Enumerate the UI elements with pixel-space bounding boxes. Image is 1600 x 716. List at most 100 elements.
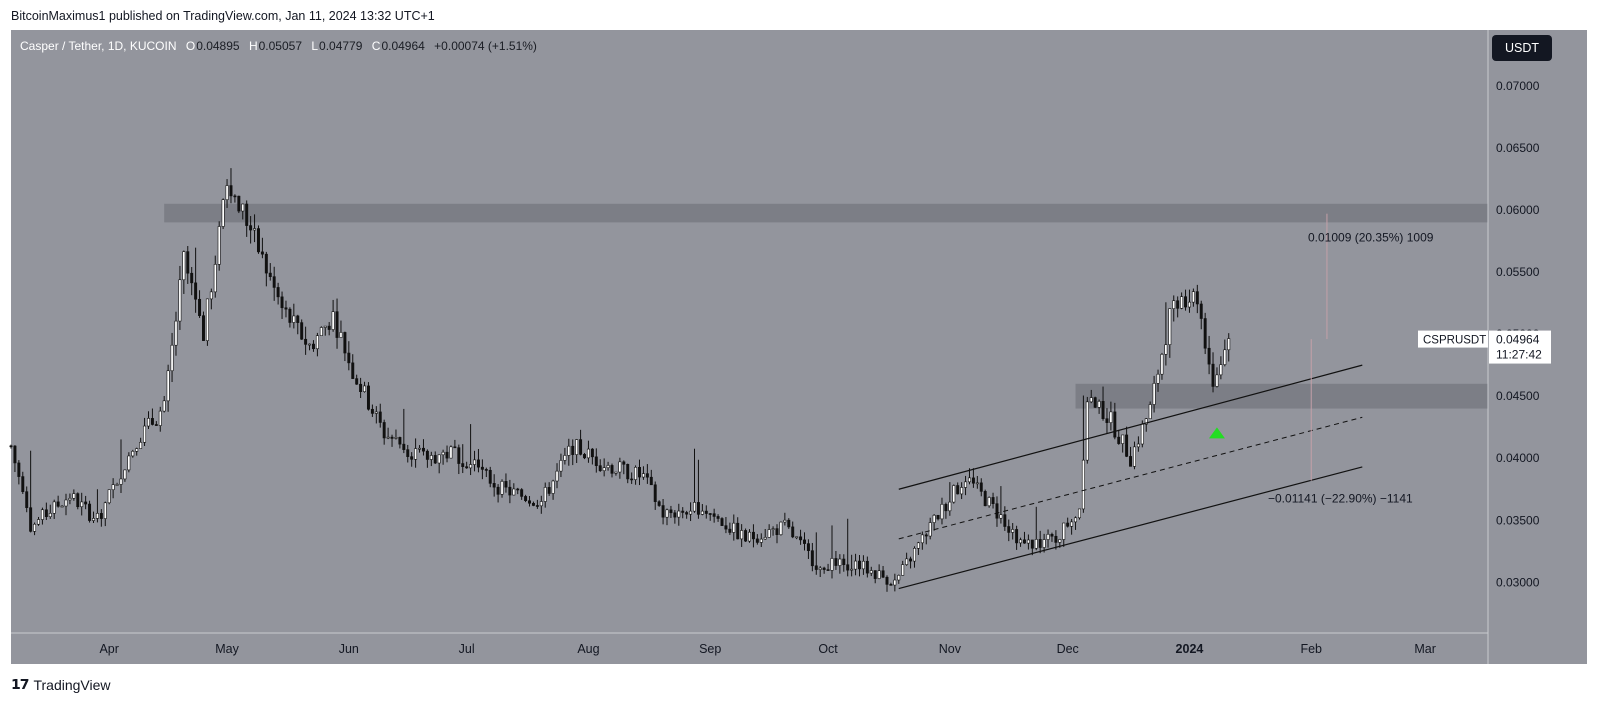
candle-body bbox=[504, 481, 508, 488]
labels-layer: 0.01009 (20.35%) 1009 −0.01141 (−22.90%) … bbox=[1268, 231, 1551, 506]
x-tick-label: Sep bbox=[699, 642, 721, 656]
candle-body bbox=[359, 383, 363, 392]
candle-body bbox=[665, 509, 669, 518]
candle-body bbox=[567, 445, 571, 456]
candle-body bbox=[869, 570, 873, 574]
candle-body bbox=[88, 503, 92, 521]
candle-body bbox=[233, 195, 237, 198]
x-tick-label: 2024 bbox=[1176, 642, 1204, 656]
chart-area[interactable] bbox=[11, 30, 1587, 664]
candle-body bbox=[33, 523, 37, 532]
candle-body bbox=[1030, 539, 1034, 549]
candle-body bbox=[704, 510, 708, 514]
candle-body bbox=[669, 509, 673, 514]
candle-body bbox=[700, 510, 704, 515]
candle-body bbox=[1015, 529, 1019, 544]
candle-body bbox=[1019, 539, 1023, 544]
candle-body bbox=[1215, 374, 1219, 387]
candle-body bbox=[716, 516, 720, 519]
candle-body bbox=[394, 437, 398, 439]
candle-body bbox=[1093, 397, 1097, 408]
candle-body bbox=[288, 308, 292, 323]
candle-body bbox=[952, 485, 956, 503]
candle-body bbox=[1176, 300, 1180, 309]
candle-body bbox=[17, 462, 21, 477]
candle-body bbox=[115, 484, 119, 486]
candle-body bbox=[1097, 401, 1101, 408]
tradingview-logo[interactable]: 𝟭𝟳 TradingView bbox=[11, 676, 111, 693]
candle-body bbox=[1101, 401, 1105, 419]
legend-close: 0.04964 bbox=[381, 39, 425, 53]
candle-body bbox=[190, 272, 194, 284]
candle-body bbox=[681, 510, 685, 513]
candle-body bbox=[736, 522, 740, 540]
candle-body bbox=[496, 486, 500, 495]
candle-body bbox=[928, 522, 932, 537]
candle-body bbox=[308, 343, 312, 346]
candle-body bbox=[382, 422, 386, 439]
candle-body bbox=[437, 454, 441, 464]
candle-body bbox=[1022, 539, 1026, 544]
candle-body bbox=[111, 484, 115, 491]
legend-open-label: O bbox=[185, 39, 196, 53]
candle-body bbox=[865, 560, 869, 574]
candle-body bbox=[347, 352, 351, 364]
candle-body bbox=[638, 466, 641, 478]
candle-body bbox=[960, 487, 964, 495]
candle-body bbox=[535, 505, 539, 507]
candle-body bbox=[37, 519, 40, 525]
candle-body bbox=[107, 489, 111, 504]
candle-body bbox=[445, 451, 449, 459]
candle-body bbox=[162, 400, 166, 412]
candle-body bbox=[355, 378, 359, 385]
candle-body bbox=[971, 477, 975, 484]
candle-body bbox=[1156, 373, 1160, 384]
candle-body bbox=[296, 315, 300, 323]
candle-body bbox=[425, 450, 429, 460]
candle-body bbox=[186, 251, 190, 274]
candle-body bbox=[630, 478, 634, 481]
candle-body bbox=[13, 445, 17, 464]
candle-body bbox=[1105, 418, 1109, 423]
candle-body bbox=[748, 531, 751, 542]
candle-body bbox=[488, 469, 492, 484]
candle-body bbox=[331, 311, 335, 330]
candle-body bbox=[406, 449, 410, 457]
candle-body bbox=[673, 512, 677, 518]
candle-body bbox=[194, 282, 198, 300]
measure-up-label: 0.01009 (20.35%) 1009 bbox=[1308, 231, 1434, 245]
candle-body bbox=[449, 446, 453, 459]
candle-body bbox=[304, 338, 308, 345]
candle-body bbox=[579, 439, 583, 455]
candle-body bbox=[795, 536, 799, 539]
candle-body bbox=[44, 509, 48, 517]
measure-down-label: −0.01141 (−22.90%) −1141 bbox=[1268, 492, 1413, 506]
candle-body bbox=[897, 575, 901, 581]
candle-body bbox=[335, 311, 339, 338]
candle-body bbox=[763, 537, 767, 540]
candle-body bbox=[1117, 436, 1121, 444]
candle-body bbox=[461, 463, 465, 467]
tradingview-brand: TradingView bbox=[33, 676, 111, 693]
candle-body bbox=[1199, 303, 1203, 319]
candle-body bbox=[838, 558, 842, 566]
candle-body bbox=[755, 538, 759, 543]
candle-body bbox=[492, 483, 496, 488]
candle-body bbox=[685, 512, 689, 515]
candle-body bbox=[429, 455, 433, 460]
candle-body bbox=[689, 510, 693, 515]
candle-body bbox=[913, 548, 916, 562]
candle-body bbox=[767, 529, 771, 538]
candle-body bbox=[1191, 291, 1195, 303]
candle-body bbox=[1109, 411, 1113, 423]
candle-body bbox=[944, 504, 948, 512]
candle-body bbox=[311, 343, 315, 350]
candle-body bbox=[583, 454, 586, 459]
candle-body bbox=[453, 446, 457, 449]
legend-high-label: H bbox=[248, 39, 258, 53]
candle-body bbox=[245, 203, 249, 226]
currency-button[interactable]: USDT bbox=[1492, 35, 1552, 61]
candle-body bbox=[1227, 338, 1231, 351]
candle-body bbox=[1074, 517, 1078, 523]
